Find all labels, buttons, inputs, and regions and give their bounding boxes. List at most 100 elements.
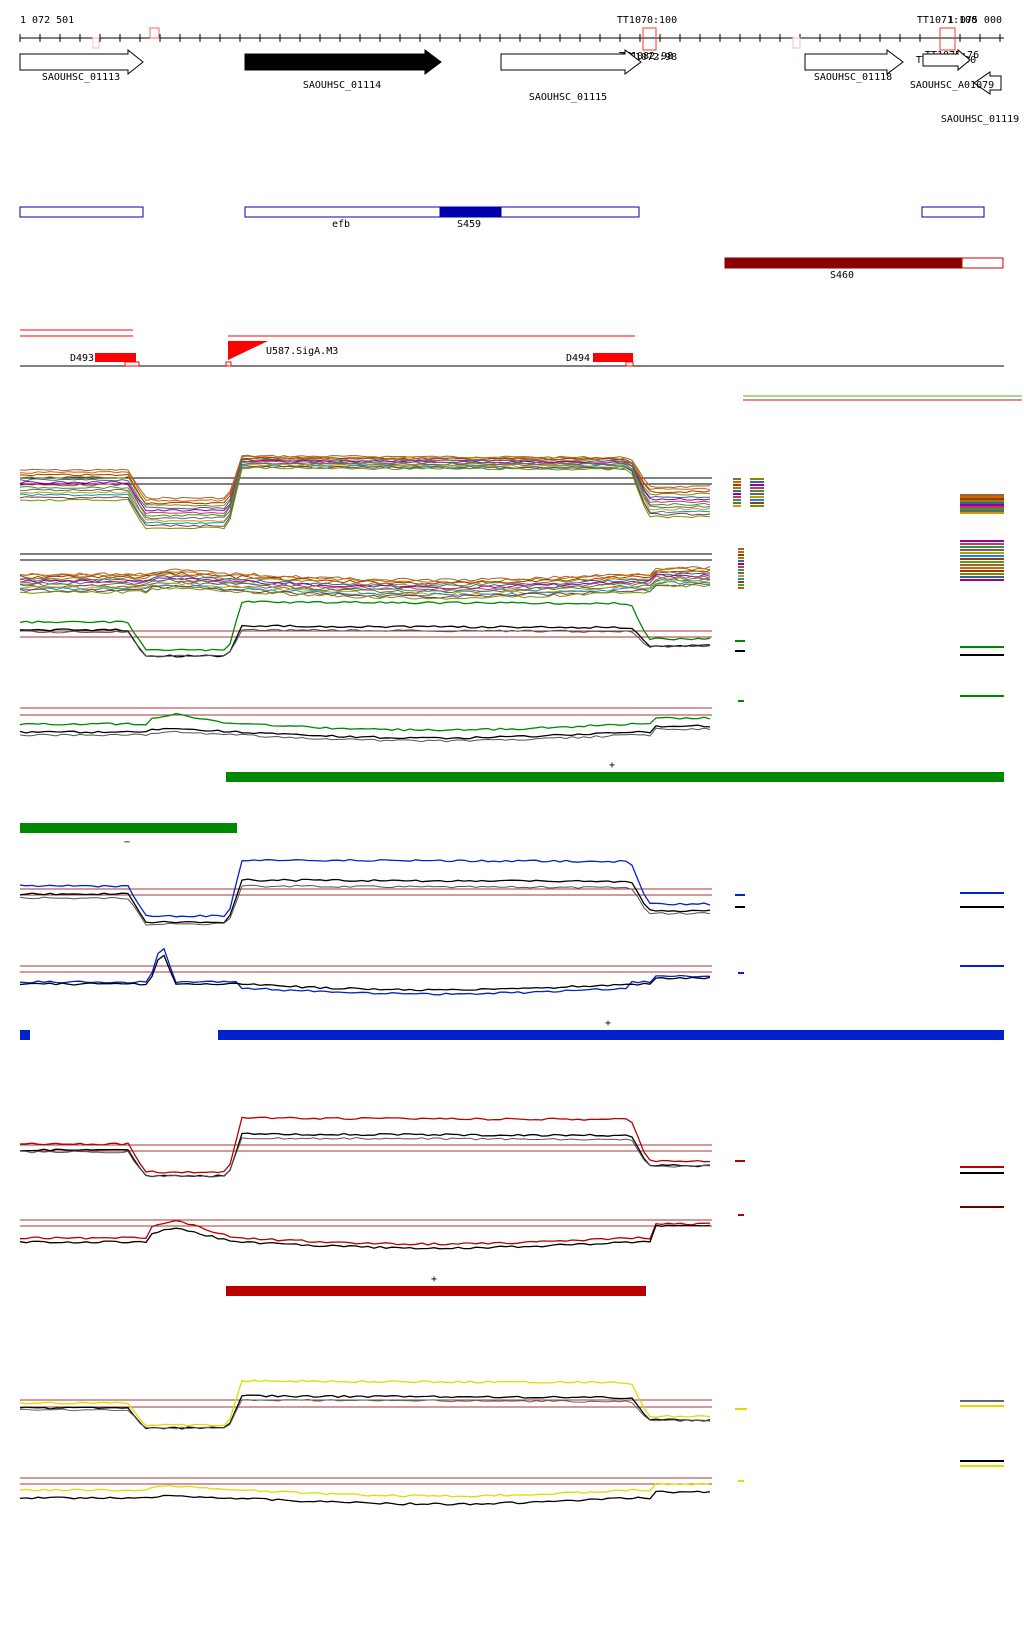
gene-arrow-reverse[interactable] bbox=[973, 71, 1002, 95]
trace-fragment bbox=[960, 1166, 1004, 1168]
coverage-bar-red-plus[interactable] bbox=[226, 1286, 646, 1296]
trace-fragment bbox=[733, 478, 741, 480]
trace-fragment bbox=[733, 499, 741, 501]
expression-trace bbox=[19, 569, 711, 585]
trace-fragment bbox=[960, 498, 1004, 500]
feature-block[interactable] bbox=[95, 353, 136, 362]
expression-trace bbox=[19, 461, 711, 517]
trace-fragment bbox=[960, 1172, 1004, 1174]
coverage-bar-blue-plus[interactable] bbox=[218, 1030, 1004, 1040]
trace-fragment bbox=[738, 700, 744, 702]
trace-fragment bbox=[735, 894, 745, 896]
trace-fragment bbox=[960, 504, 1004, 506]
gene-label: SAOUHSC_01114 bbox=[303, 80, 381, 91]
promoter-flag[interactable] bbox=[228, 341, 268, 360]
trace-fragment bbox=[960, 555, 1004, 557]
gene-arrow[interactable] bbox=[804, 49, 904, 75]
strand-mark: − bbox=[124, 837, 130, 848]
trace-fragment bbox=[960, 549, 1004, 551]
expression-trace-grey bbox=[19, 884, 711, 926]
trace-fragment bbox=[960, 543, 1004, 545]
expression-trace-green bbox=[19, 600, 711, 652]
trace-fragment bbox=[733, 487, 741, 489]
gene-label: SAOUHSC_01115 bbox=[529, 92, 607, 103]
terminator-marker[interactable] bbox=[92, 37, 100, 49]
trace-fragment bbox=[738, 572, 744, 574]
expression-trace bbox=[19, 462, 711, 520]
trace-fragment bbox=[960, 502, 1004, 504]
coverage-bar-green-plus[interactable] bbox=[226, 772, 1004, 782]
expression-trace-grey bbox=[20, 628, 711, 658]
trace-fragment bbox=[960, 965, 1004, 967]
trace-fragment bbox=[735, 640, 745, 642]
coverage-bar-blue[interactable] bbox=[20, 1030, 30, 1040]
segment-box-filled[interactable] bbox=[439, 206, 502, 218]
expression-trace bbox=[19, 464, 711, 525]
expression-trace-black bbox=[19, 954, 711, 992]
expression-trace bbox=[19, 463, 711, 523]
trace-fragment bbox=[738, 1480, 744, 1482]
segment-box[interactable] bbox=[19, 206, 144, 218]
feature-label: D493 bbox=[70, 353, 94, 364]
trace-fragment bbox=[738, 578, 744, 580]
expression-trace bbox=[19, 454, 711, 500]
terminator-marker[interactable] bbox=[939, 27, 956, 51]
terminator-marker[interactable] bbox=[642, 27, 657, 51]
feature-block-outline[interactable] bbox=[225, 361, 232, 367]
coverage-bar-green-minus[interactable] bbox=[20, 823, 237, 833]
trace-fragment bbox=[750, 481, 764, 483]
trace-fragment bbox=[960, 510, 1004, 512]
trace-fragment bbox=[960, 500, 1004, 502]
trace-fragment bbox=[960, 508, 1004, 510]
expression-trace-grey bbox=[19, 1398, 711, 1430]
segment-box-filled[interactable] bbox=[724, 257, 963, 269]
gene-arrow[interactable] bbox=[19, 48, 144, 76]
terminator-marker[interactable] bbox=[149, 27, 160, 39]
trace-fragment bbox=[750, 490, 764, 492]
expression-trace-green bbox=[19, 712, 711, 732]
expression-trace bbox=[19, 573, 711, 590]
coordinate-ruler: 1 072 501 1 075 000 bbox=[19, 15, 1004, 42]
coverage-bars: + − + + bbox=[20, 760, 1004, 1296]
trace-fragment bbox=[750, 499, 764, 501]
trace-fragment bbox=[738, 584, 744, 586]
terminator-label: TT1072:98 bbox=[623, 52, 677, 63]
segment-box[interactable] bbox=[961, 257, 1004, 269]
trace-fragment bbox=[750, 505, 764, 507]
trace-fragment bbox=[960, 540, 1004, 542]
expression-trace-black bbox=[19, 624, 711, 658]
trace-fragment bbox=[960, 546, 1004, 548]
gene-arrow-highlighted[interactable] bbox=[244, 49, 442, 75]
feature-block[interactable] bbox=[593, 353, 633, 362]
trace-fragment bbox=[960, 576, 1004, 578]
strand-mark: + bbox=[605, 1018, 611, 1029]
gene-track: SAOUHSC_01113 SAOUHSC_01114 SAOUHSC_0111… bbox=[19, 48, 1019, 125]
trace-fragment bbox=[735, 650, 745, 652]
trace-fragment bbox=[738, 972, 744, 974]
trace-fragment bbox=[960, 654, 1004, 656]
terminator-label: TT1082:98 bbox=[619, 51, 673, 62]
trace-fragment bbox=[960, 561, 1004, 563]
gene-arrow[interactable] bbox=[500, 49, 642, 75]
trace-fragment bbox=[733, 505, 741, 507]
gene-label: SAOUHSC_01113 bbox=[42, 72, 120, 83]
gene-label: SAOUHSC_01119 bbox=[941, 114, 1019, 125]
expression-trace-black bbox=[19, 878, 711, 924]
trace-fragment bbox=[733, 496, 741, 498]
trace-fragment bbox=[750, 493, 764, 495]
feature-block-outline[interactable] bbox=[124, 361, 140, 367]
trace-fragment bbox=[960, 558, 1004, 560]
feature-block-outline[interactable] bbox=[625, 361, 634, 367]
gene-label: SAOUHSC_A01079 bbox=[910, 80, 994, 91]
segment-label: S459 bbox=[457, 219, 481, 230]
segment-box[interactable] bbox=[921, 206, 985, 218]
trace-fragment bbox=[750, 484, 764, 486]
gene-arrow[interactable] bbox=[922, 48, 971, 72]
terminator-marker[interactable] bbox=[792, 37, 801, 49]
expression-trace-red bbox=[19, 1219, 711, 1246]
expression-trace bbox=[19, 578, 711, 594]
segment-label: S460 bbox=[830, 270, 854, 281]
trace-fragment bbox=[735, 906, 745, 908]
trace-fragment bbox=[960, 1460, 1004, 1462]
expression-trace bbox=[19, 457, 711, 507]
